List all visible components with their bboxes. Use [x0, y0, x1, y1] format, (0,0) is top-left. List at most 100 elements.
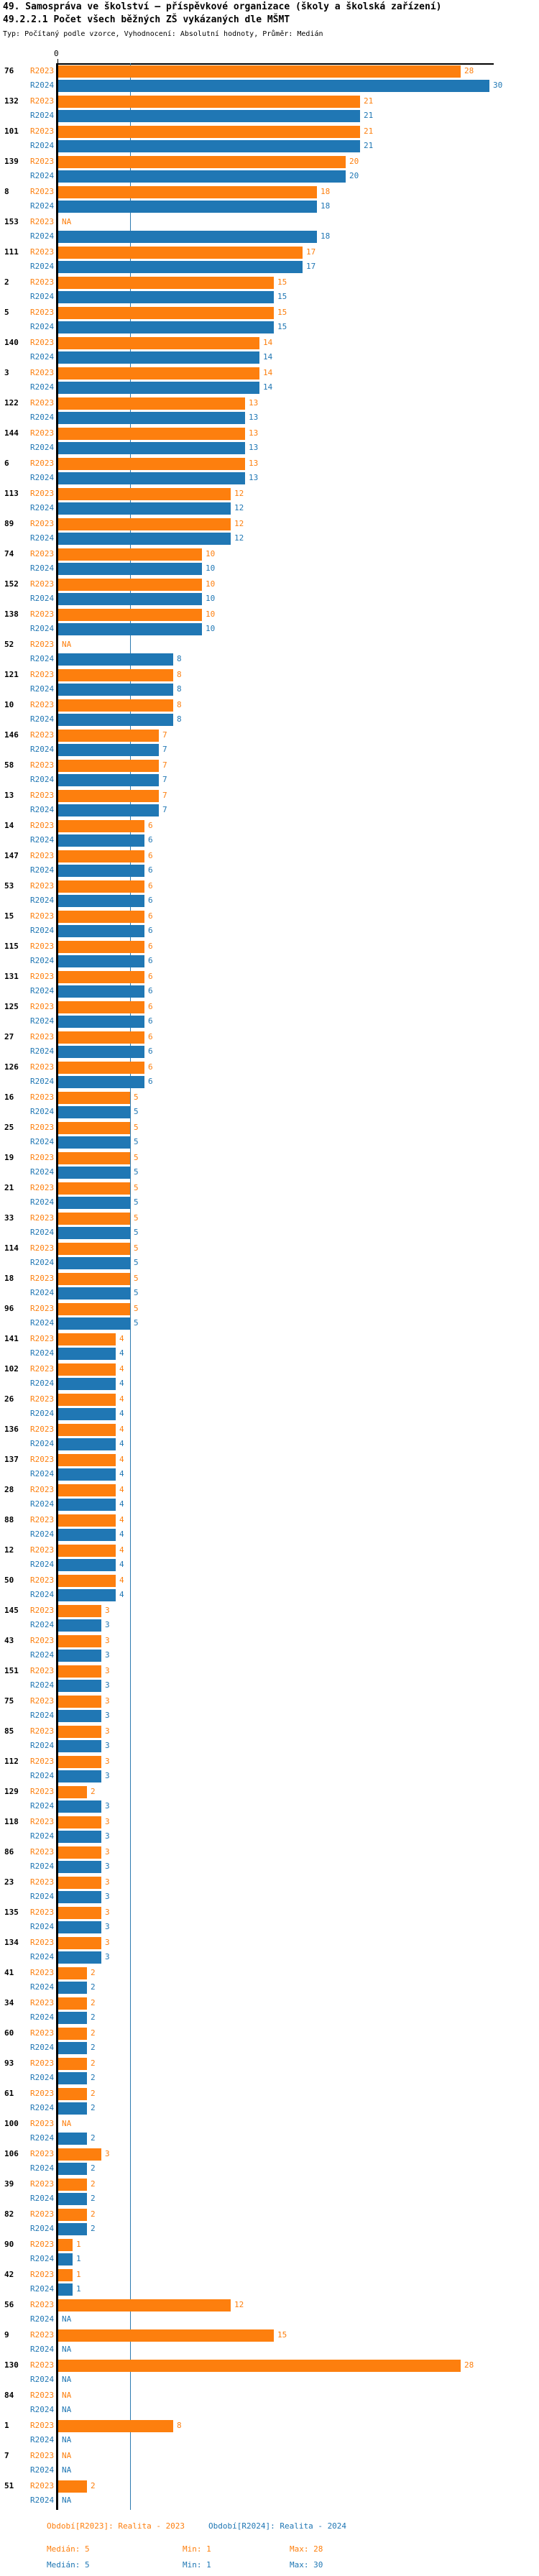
bar-r2023 [58, 126, 360, 138]
bar-value-r2023: 5 [134, 1274, 139, 1283]
series-label-r2023: R2023 [30, 2330, 55, 2340]
bar-value-r2023: 13 [249, 428, 259, 438]
row-group: 13 R2023 7 R2024 7 [0, 789, 539, 819]
bar-value-r2024: 12 [234, 533, 244, 543]
chart-subtitle: 49.2.2.1 Počet všech běžných ZŠ vykázaný… [3, 14, 290, 25]
series-label-r2023: R2023 [30, 2119, 55, 2128]
series-label-r2023: R2023 [30, 1183, 55, 1192]
bar-r2023 [58, 1997, 87, 2010]
bar-value-r2023: 4 [119, 1334, 124, 1343]
series-label-r2024: R2024 [30, 352, 55, 362]
bar-value-r2023: 3 [105, 1817, 110, 1826]
bar-value-r2023: 2 [91, 2058, 96, 2068]
bar-r2024 [58, 1770, 101, 1782]
bar-value-r2023: 2 [91, 1968, 96, 1977]
series-label-r2023: R2023 [30, 489, 55, 498]
series-label-r2024: R2024 [30, 1530, 55, 1539]
bar-r2023 [58, 1031, 144, 1044]
bar-r2024 [58, 2042, 87, 2054]
row-group: 7 R2023 NA R2024 NA [0, 2450, 539, 2480]
series-label-r2024: R2024 [30, 473, 55, 482]
row-group: 14 R2023 6 R2024 6 [0, 819, 539, 850]
bar-r2023 [58, 307, 274, 319]
bar-value-r2023: 6 [148, 972, 153, 981]
bar-r2023 [58, 699, 173, 712]
bar-value-r2024: 4 [119, 1560, 124, 1569]
row-group: 138 R2023 10 R2024 10 [0, 608, 539, 638]
bar-r2024 [58, 865, 144, 877]
series-label-r2023: R2023 [30, 791, 55, 800]
series-label-r2024: R2024 [30, 292, 55, 301]
row-label: 122 [4, 398, 19, 408]
bar-value-r2023: 14 [263, 368, 273, 377]
row-label: 21 [4, 1183, 14, 1192]
bar-value-r2024: 4 [119, 1379, 124, 1388]
series-label-r2023: R2023 [30, 1455, 55, 1464]
bar-r2023 [58, 65, 461, 78]
series-label-r2023: R2023 [30, 428, 55, 438]
row-label: 1 [4, 2421, 9, 2430]
bar-value-r2024: 6 [148, 865, 153, 875]
series-label-r2024: R2024 [30, 835, 55, 845]
bar-r2024 [58, 1800, 101, 1813]
bar-value-r2023: 6 [148, 1032, 153, 1041]
bar-value-r2024: 8 [177, 714, 182, 724]
bar-r2024 [58, 1227, 130, 1239]
series-label-r2023: R2023 [30, 1092, 55, 1102]
bar-value-r2023: 2 [91, 2179, 96, 2189]
bar-r2024 [58, 2283, 73, 2296]
bar-value-r2023: 4 [119, 1485, 124, 1494]
bar-r2023 [58, 790, 159, 802]
series-label-r2023: R2023 [30, 730, 55, 740]
bar-value-r2024: 3 [105, 1711, 110, 1720]
bar-r2024 [58, 1710, 101, 1722]
bar-r2023 [58, 96, 360, 108]
bar-r2024 [58, 533, 231, 545]
bar-r2023 [58, 880, 144, 893]
na-value-r2024: NA [62, 2375, 72, 2384]
series-label-r2023: R2023 [30, 821, 55, 830]
series-label-r2023: R2023 [30, 972, 55, 981]
series-label-r2023: R2023 [30, 2028, 55, 2038]
row-label: 131 [4, 972, 19, 981]
series-label-r2023: R2023 [30, 519, 55, 528]
series-label-r2023: R2023 [30, 1696, 55, 1706]
bar-value-r2024: 18 [321, 231, 331, 241]
series-label-r2023: R2023 [30, 1123, 55, 1132]
bar-value-r2023: 15 [277, 2330, 287, 2340]
bar-r2024 [58, 442, 245, 454]
series-label-r2023: R2023 [30, 2209, 55, 2219]
series-label-r2024: R2024 [30, 2224, 55, 2233]
na-value-r2023: NA [62, 217, 72, 226]
series-label-r2023: R2023 [30, 1726, 55, 1736]
row-label: 82 [4, 2209, 14, 2219]
series-label-r2023: R2023 [30, 2300, 55, 2309]
row-label: 43 [4, 1636, 14, 1645]
series-label-r2024: R2024 [30, 2375, 55, 2384]
row-group: 25 R2023 5 R2024 5 [0, 1121, 539, 1151]
bar-r2024 [58, 170, 346, 183]
bar-value-r2024: 13 [249, 443, 259, 452]
series-label-r2024: R2024 [30, 503, 55, 512]
bar-value-r2024: 2 [91, 2043, 96, 2052]
row-group: 86 R2023 3 R2024 3 [0, 1846, 539, 1876]
bar-value-r2024: 10 [206, 594, 216, 603]
row-group: 51 R2023 2 R2024 NA [0, 2480, 539, 2510]
na-value-r2024: NA [62, 2345, 72, 2354]
series-label-r2024: R2024 [30, 2103, 55, 2112]
bar-value-r2023: 12 [234, 519, 244, 528]
series-label-r2023: R2023 [30, 2240, 55, 2249]
series-label-r2024: R2024 [30, 2012, 55, 2022]
row-group: 153 R2023 NA R2024 18 [0, 216, 539, 246]
bar-value-r2024: 3 [105, 1922, 110, 1931]
row-group: 130 R2023 28 R2024 NA [0, 2359, 539, 2389]
bar-value-r2023: 2 [91, 1787, 96, 1796]
series-label-r2023: R2023 [30, 368, 55, 377]
series-label-r2024: R2024 [30, 2133, 55, 2143]
bar-r2023 [58, 2239, 73, 2251]
row-group: 112 R2023 3 R2024 3 [0, 1755, 539, 1785]
bar-r2024 [58, 1529, 116, 1541]
row-label: 136 [4, 1425, 19, 1434]
bar-value-r2023: 7 [162, 730, 167, 740]
series-label-r2024: R2024 [30, 2284, 55, 2294]
